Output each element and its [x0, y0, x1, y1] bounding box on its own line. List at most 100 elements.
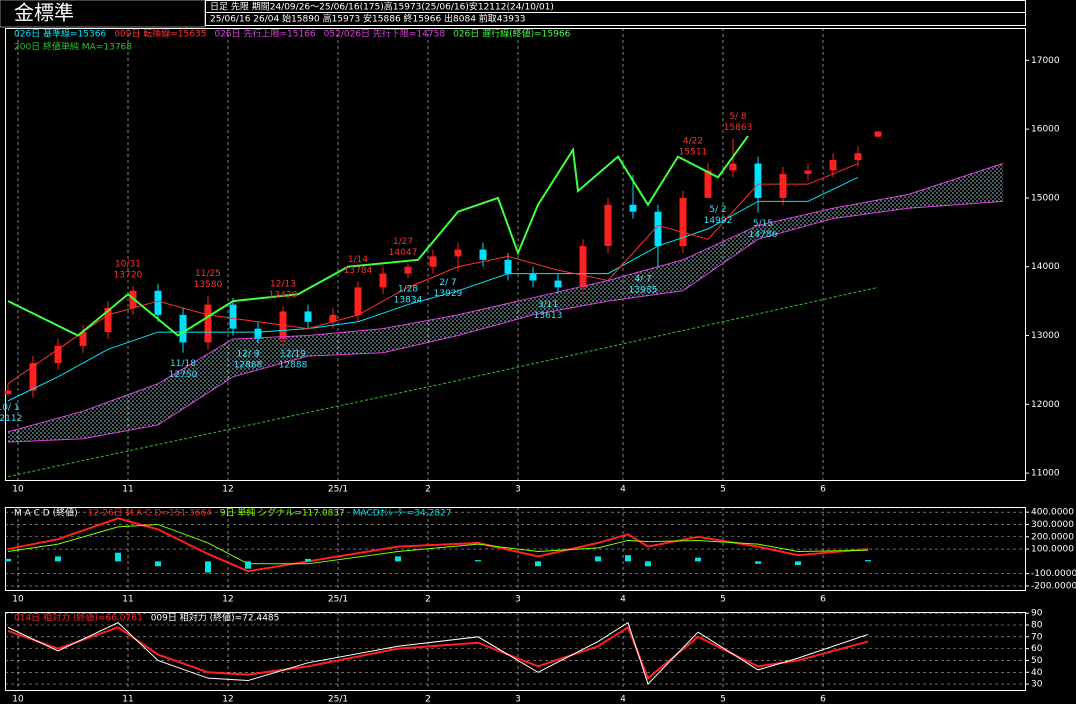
x-tick-label: 25/1	[328, 595, 348, 605]
annotation-price: 12888	[279, 361, 308, 371]
candle-body	[429, 256, 437, 267]
histogram-bar	[535, 561, 541, 567]
x-tick-label: 6	[820, 595, 826, 605]
annotation-date: 12/13	[270, 280, 296, 290]
annotation-price: 13985	[629, 285, 658, 295]
y-tick-label: 200.0000	[1031, 532, 1074, 542]
legend-entry: 026日 基準線=15366	[14, 28, 106, 40]
candle-body	[204, 304, 212, 343]
histogram-bar	[475, 560, 481, 562]
x-tick-label: 3	[515, 595, 521, 605]
quote-info: 25/06/16 26/04 始15890 高15973 安15886 終159…	[210, 13, 525, 25]
annotation-date: 4/ 7	[634, 274, 651, 284]
candle-body	[504, 259, 512, 274]
candle-body	[479, 249, 487, 260]
series-line	[7, 523, 869, 565]
x-tick-label: 3	[515, 485, 521, 495]
histogram-bar	[305, 558, 311, 562]
annotation-date: 10/ 1	[0, 403, 20, 413]
x-tick-label: 11	[122, 485, 133, 495]
histogram-bar	[645, 561, 651, 567]
candle-body	[329, 314, 337, 322]
candle-body	[304, 311, 312, 322]
histogram-bar	[865, 560, 871, 562]
annotation-date: 11/18	[170, 359, 196, 369]
y-tick-label: 40	[1031, 668, 1043, 678]
y-tick-label: 30	[1031, 680, 1043, 690]
annotation-price: 13613	[534, 311, 563, 321]
histogram-bar	[595, 556, 601, 562]
x-tick-label: 5	[720, 485, 726, 495]
y-tick-label: 14000	[1031, 262, 1060, 272]
histogram-bar	[795, 561, 801, 566]
y-tick-label: 90	[1031, 609, 1043, 619]
candle-body	[79, 332, 87, 346]
annotation-price: 14786	[749, 230, 778, 240]
x-tick-label: 10	[12, 485, 24, 495]
histogram-bar	[205, 561, 211, 573]
y-tick-label: 80	[1031, 621, 1043, 631]
candle-body	[874, 131, 882, 137]
x-tick-label: 5	[720, 695, 726, 704]
annotation-date: 2/ 7	[439, 278, 456, 288]
x-tick-label: 2	[425, 695, 431, 704]
candle-body	[254, 328, 262, 339]
candle-body	[554, 280, 562, 288]
candle-body	[679, 197, 687, 247]
candle-body	[654, 211, 662, 247]
panel-frame	[5, 28, 1026, 481]
x-tick-label: 11	[122, 695, 133, 704]
candle-body	[179, 314, 187, 343]
candle-body	[4, 390, 12, 395]
candle-body	[529, 273, 537, 281]
x-tick-label: 25/1	[328, 695, 348, 704]
legend-entry: 026日 遅行線(終値)=15966	[453, 28, 571, 40]
candle-body	[754, 163, 762, 198]
candle-body	[54, 345, 62, 364]
annotation-date: 11/25	[195, 269, 221, 279]
candle-body	[404, 266, 412, 274]
annotation-price: 13428	[269, 291, 298, 301]
x-tick-label: 4	[620, 595, 626, 605]
y-tick-label: 12000	[1031, 400, 1060, 410]
annotation-price: 12750	[169, 370, 198, 380]
candle-body	[579, 246, 587, 288]
candle-body	[704, 170, 712, 198]
x-tick-label: 6	[820, 695, 826, 704]
y-tick-label: 60	[1031, 644, 1043, 654]
y-tick-label: -100.0000	[1031, 569, 1076, 579]
x-tick-label: 11	[122, 595, 133, 605]
x-tick-label: 4	[620, 695, 626, 704]
histogram-bar	[115, 552, 121, 562]
annotation-price: 13784	[344, 266, 373, 276]
histogram-bar	[245, 561, 251, 569]
y-tick-label: -200.0000	[1031, 581, 1076, 591]
legend-entry: 026日 先行上限=15166	[214, 28, 315, 40]
annotation-date: 10/31	[115, 259, 141, 269]
legend-entry: 9日 単純 シグナル=117.0837	[220, 507, 345, 519]
x-tick-label: 12	[222, 595, 233, 605]
x-tick-label: 4	[620, 485, 626, 495]
legend-entry: 009日 転換線=15635	[114, 28, 206, 40]
histogram-bar	[5, 558, 11, 562]
candle-body	[729, 163, 737, 171]
legend-entry: MACDｵｼﾚｰﾀｰ=34.2827	[353, 508, 452, 519]
cloud	[8, 163, 1003, 443]
candle-body	[379, 273, 387, 288]
y-tick-label: 50	[1031, 656, 1043, 666]
candle-body	[629, 204, 637, 212]
legend-entry: 200日 終値単純 MA=13768	[14, 41, 132, 53]
annotation-date: 5/ 8	[729, 112, 747, 122]
annotation-price: 13929	[434, 289, 463, 299]
info-box	[205, 12, 1026, 26]
legend-entry: 014日 相対力 (終値)=66.0761	[14, 612, 143, 624]
histogram-bar	[755, 561, 761, 564]
y-tick-label: 300.0000	[1031, 520, 1074, 530]
histogram-bar	[395, 556, 401, 562]
candle-body	[854, 153, 862, 161]
annotation-date: 5/ 2	[709, 205, 726, 215]
candle-body	[454, 249, 462, 257]
x-tick-label: 25/1	[328, 485, 348, 495]
x-tick-label: 2	[425, 595, 431, 605]
